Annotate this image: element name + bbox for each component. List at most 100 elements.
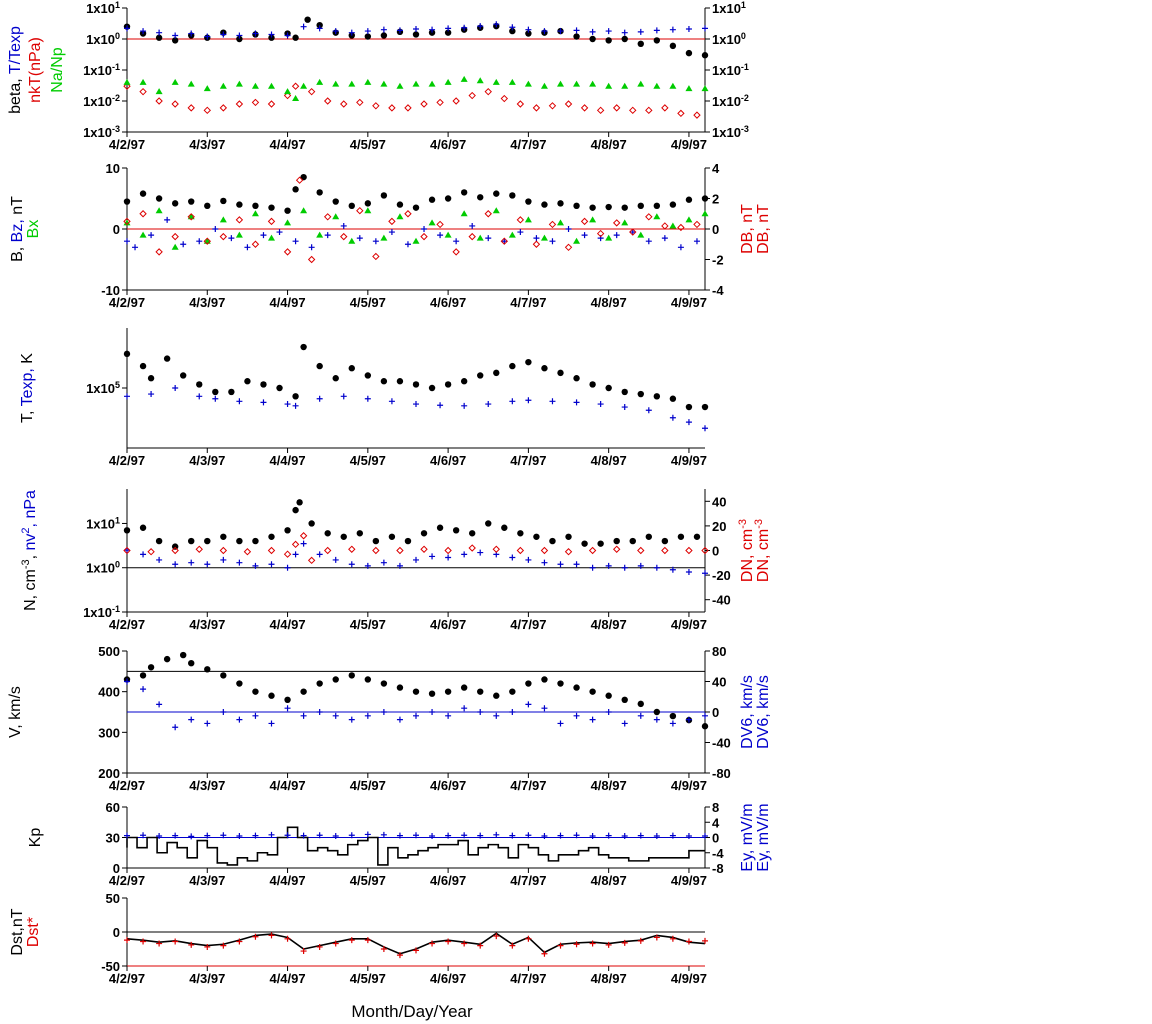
plasma-ratios-series-2-point [629,106,637,115]
kp-ey-series-1-point [541,832,548,839]
magnetic-field-series-2-point [589,216,597,223]
density-series-1-point [396,562,403,569]
plasma-ratios-y-label: beta, T/Texp [7,26,24,114]
magnetic-field-series-1-point [276,229,283,236]
density-series-2-point [291,540,300,549]
velocity-y2-tick-label: -40 [712,736,731,751]
temperature-series-1-point [236,398,243,405]
magnetic-field-y2-label-2: DB, nT [755,204,772,254]
density-series-0-point [268,533,275,540]
velocity-series-1-point [429,709,436,715]
plasma-ratios-series-2-point [139,87,147,96]
density-y2-tick-label: 40 [712,494,726,509]
magnetic-field-series-1-point [308,244,315,251]
plasma-ratios-series-3-point [268,82,275,89]
velocity-series-0-point [300,688,307,695]
kp-ey-y-tick-label: 30 [106,831,120,846]
magnetic-field-x-tick-label: 4/4/97 [269,295,305,310]
magnetic-field-series-1-point [244,244,251,251]
plasma-ratios-series-3-point [589,80,597,87]
velocity-y-tick-label: 500 [98,644,120,659]
density-y-tick-label-mantissa: 1x10 [83,605,112,620]
magnetic-field-series-3-point [404,210,412,218]
temperature-series-1-point [485,401,492,408]
kp-ey-y-tick-label: 0 [113,861,120,876]
density-series-1-point [461,551,468,558]
temperature-series-0-point [276,384,283,392]
magnetic-field-series-0-point [332,198,339,205]
plasma-ratios-series-2-point [291,82,300,90]
plasma-ratios-series-3-point [460,75,468,82]
magnetic-field-series-0-point [637,202,644,210]
density-series-1-point [204,561,211,568]
density-series-1-point [364,562,371,569]
density-y-tick-label-mantissa: 1x10 [86,561,115,576]
plasma-ratios-series-1-point [413,26,419,33]
density-series-0-point [356,530,364,537]
magnetic-field-series-0-point [541,201,548,208]
plasma-ratios-series-3-point [573,80,581,87]
magnetic-field-series-3-point [155,248,163,256]
temperature-series-0-point [364,372,372,379]
temperature-series-0-point [460,378,468,385]
magnetic-field-y2-tick-label: 0 [712,222,719,237]
magnetic-field-series-0-point [236,201,243,208]
plasma-ratios-y-tick-label-exponent: 0 [115,31,120,41]
density-series-1-point [348,561,355,568]
density-y-label-part: , nPa [22,490,39,527]
plasma-ratios-series-2-point [677,109,685,118]
magnetic-field-y2-label-part: DB, nT [739,204,756,254]
temperature-series-1-point [388,398,395,405]
temperature-series-1-point [461,402,468,409]
dst-series-1-point [220,942,227,949]
plasma-ratios-x-tick-label: 4/5/97 [350,137,386,152]
plasma-ratios-series-0-point [428,29,436,36]
velocity-series-0-point [541,676,548,683]
density-series-1-point [605,562,612,569]
plasma-ratios-series-2-point [187,104,195,112]
density-series-0-point [204,537,211,545]
velocity-x-tick-label: 4/4/97 [269,778,305,793]
velocity-x-tick-label: 4/5/97 [350,778,386,793]
dst-y-tick-label: 50 [106,891,120,906]
magnetic-field-series-3-point [123,217,131,226]
magnetic-field-y-tick-label: 10 [106,161,120,176]
plasma-ratios-series-2-point [436,98,444,107]
temperature-series-1-point [685,419,692,426]
velocity-series-0-point [396,684,404,691]
magnetic-field-series-3-point [693,220,701,229]
plasma-ratios-series-1-point [445,25,452,32]
magnetic-field-series-2-point [605,234,613,241]
plasma-ratios-series-1-point [509,24,516,31]
x-axis-title: Month/Day/Year [351,1002,473,1021]
velocity-series-0-point [428,690,436,697]
density-series-1-point [429,553,436,560]
temperature-series-0-point [380,378,388,385]
magnetic-field-series-1-point [517,229,524,236]
temperature-series-0-point [477,372,484,379]
magnetic-field-series-1-point [132,244,139,251]
temperature-series-0-point [316,362,323,370]
plasma-ratios-series-0-point [589,35,596,43]
magnetic-field-series-2-point [653,213,661,220]
dst-series-1-point [477,942,484,949]
plasma-ratios-series-2-point [452,97,460,105]
plasma-ratios-y-tick-label-mantissa: 1x10 [83,63,112,78]
magnetic-field-series-1-point [148,232,155,239]
magnetic-field-series-1-point [372,238,379,245]
kp-ey-y2-label-part: Ey, mV/m [739,803,756,871]
plasma-ratios-series-2-point [171,100,179,108]
velocity-x-tick-label: 4/8/97 [591,778,627,793]
plasma-ratios-series-1-point [702,25,708,32]
magnetic-field-series-0-point [621,204,628,211]
kp-ey-series-1-point [268,831,275,838]
magnetic-field-series-0-point [653,202,661,210]
plasma-ratios-series-0-point [236,35,243,43]
plasma-ratios-series-0-point [412,31,420,38]
plasma-ratios-series-3-point [701,85,709,92]
velocity-series-1-point [493,712,500,719]
plasma-ratios-series-0-point [292,34,299,41]
plasma-ratios-y-tick-label: 1x100 [86,31,120,47]
velocity-y2-tick-label: 80 [712,644,726,659]
density-y-tick-label-mantissa: 1x10 [86,516,115,531]
